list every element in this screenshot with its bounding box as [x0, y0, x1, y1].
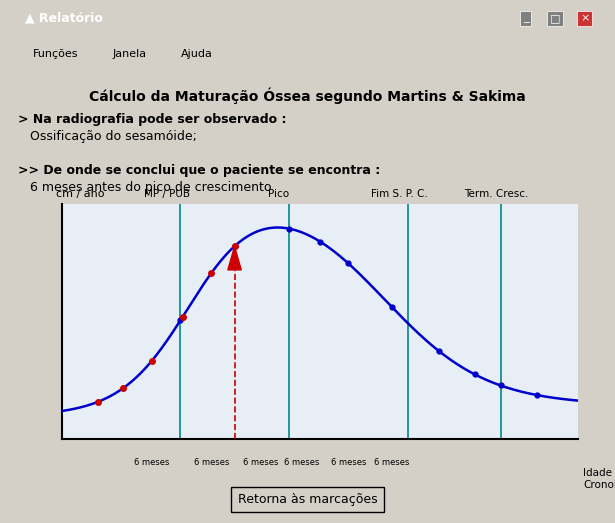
Text: Retorna às marcações: Retorna às marcações [237, 493, 378, 506]
Text: Cálculo da Maturação Óssea segundo Martins & Sakima: Cálculo da Maturação Óssea segundo Marti… [89, 88, 525, 104]
Text: Funções: Funções [33, 49, 78, 59]
Text: 6 meses: 6 meses [375, 458, 410, 467]
Text: > Na radiografia pode ser observado :: > Na radiografia pode ser observado : [18, 112, 287, 126]
Text: _: _ [523, 13, 529, 24]
Polygon shape [228, 246, 241, 270]
Text: Ossificação do sesamóide;: Ossificação do sesamóide; [18, 130, 197, 143]
Text: MP / PUB: MP / PUB [144, 189, 190, 199]
Text: Pico: Pico [268, 189, 289, 199]
Text: 6 meses: 6 meses [284, 458, 319, 467]
Text: □: □ [550, 13, 561, 24]
Text: 6 meses antes do pico de crescimento: 6 meses antes do pico de crescimento [18, 181, 271, 194]
Text: ×: × [580, 13, 590, 24]
Text: Janela: Janela [112, 49, 146, 59]
Text: Ajuda: Ajuda [181, 49, 213, 59]
Text: 6 meses: 6 meses [243, 458, 278, 467]
Text: 6 meses: 6 meses [194, 458, 229, 467]
Text: Fim S. P. C.: Fim S. P. C. [371, 189, 428, 199]
Text: 6 meses: 6 meses [134, 458, 170, 467]
Text: Term. Cresc.: Term. Cresc. [464, 189, 529, 199]
Text: cm / ano: cm / ano [57, 189, 105, 199]
Text: >> De onde se conclui que o paciente se encontra :: >> De onde se conclui que o paciente se … [18, 164, 380, 177]
Text: ▲ Relatório: ▲ Relatório [25, 12, 103, 25]
Text: 6 meses: 6 meses [330, 458, 366, 467]
Text: Idade
Cronológica: Idade Cronológica [583, 468, 615, 490]
